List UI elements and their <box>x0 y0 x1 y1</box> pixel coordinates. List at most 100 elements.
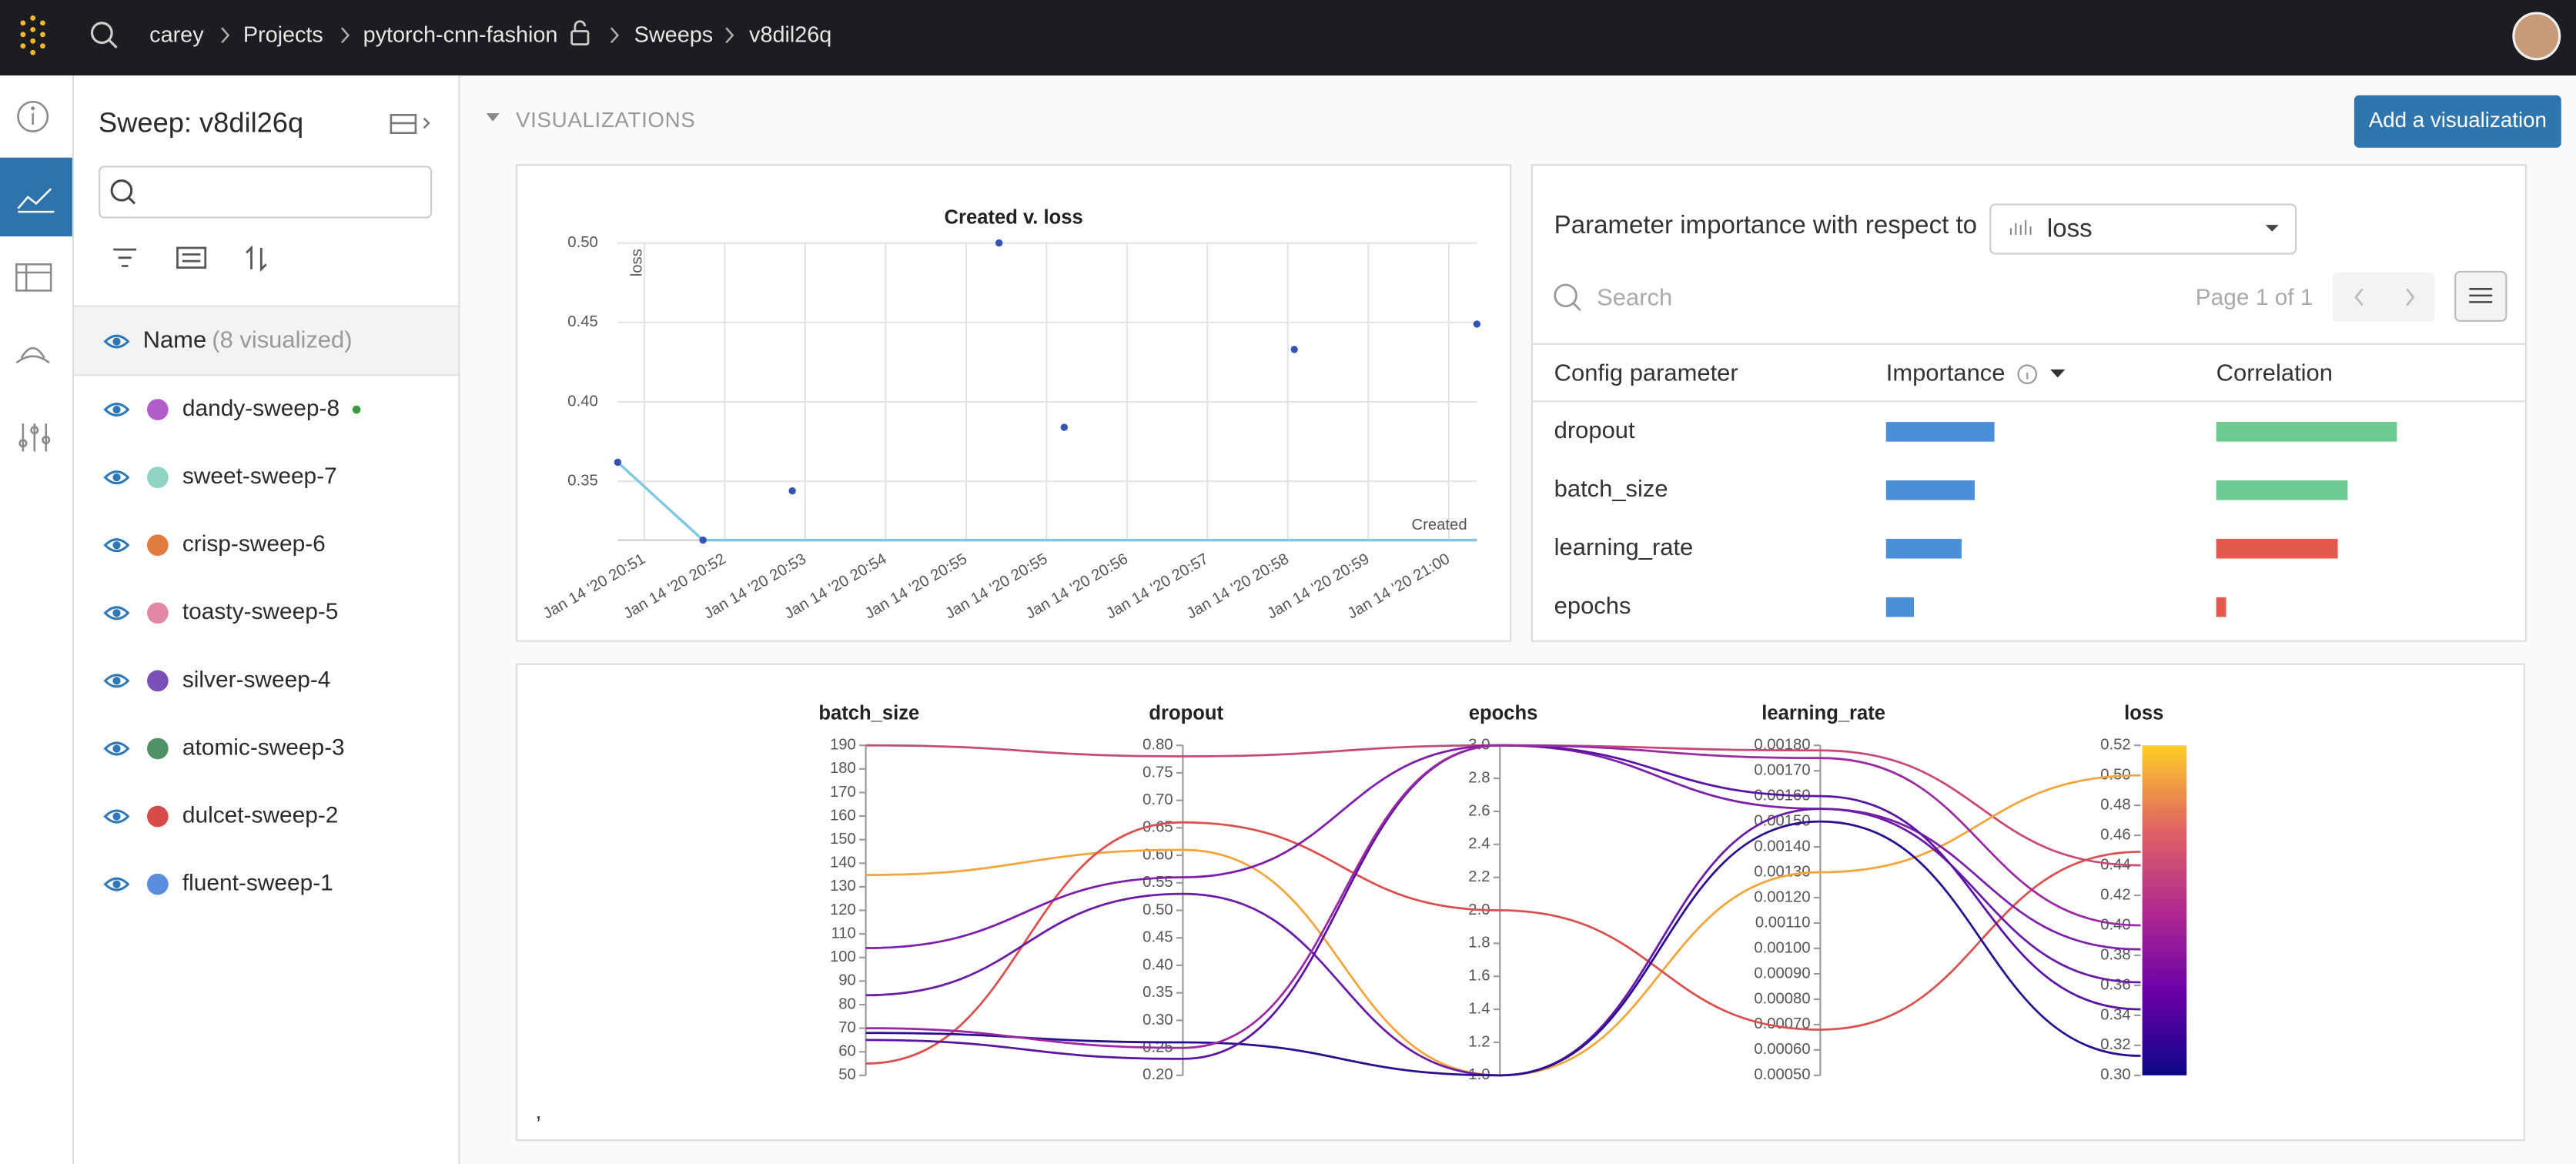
footnote: , <box>536 1099 542 1123</box>
run-color <box>147 806 169 828</box>
tick-label: 0.50 <box>1142 901 1173 918</box>
tick-label: 0.30 <box>1142 1012 1173 1029</box>
parameter-name: learning_rate <box>1554 534 1694 560</box>
tick-label: 110 <box>831 925 855 942</box>
run-search[interactable] <box>99 166 431 217</box>
point <box>788 487 795 494</box>
eye-pupil <box>112 812 120 820</box>
importance-title: Parameter importance with respect to <box>1554 211 1977 239</box>
run-color <box>147 602 169 624</box>
tick-label: 1.6 <box>1468 968 1490 985</box>
param-search[interactable]: Search <box>1597 283 1672 310</box>
point <box>614 459 621 466</box>
avatar[interactable] <box>2514 13 2560 59</box>
run-name[interactable]: fluent-sweep-1 <box>182 871 333 896</box>
tick-label: 0.75 <box>1142 764 1173 781</box>
section-title: VISUALIZATIONS <box>516 108 695 132</box>
importance-bar <box>1886 597 1914 617</box>
tick-label: 0.42 <box>2100 886 2130 903</box>
tick-label: 0.00060 <box>1754 1041 1810 1058</box>
eye-pupil <box>112 473 120 481</box>
loss-colorbar <box>2143 745 2187 1075</box>
column-header: Config parameter <box>1554 359 1738 386</box>
y-tick-label: 0.40 <box>567 393 597 410</box>
tick-label: 0.00170 <box>1754 762 1810 779</box>
collapse-toggle[interactable] <box>487 113 500 122</box>
metric-dropdown[interactable] <box>1990 205 2296 254</box>
parameter-name: dropout <box>1554 416 1635 443</box>
name-note: (8 visualized) <box>212 326 352 353</box>
x-axis-label: Created <box>1412 517 1467 534</box>
axis-title: loss <box>2124 702 2163 724</box>
tick-label: 2.8 <box>1468 769 1490 786</box>
point <box>1061 423 1068 430</box>
y-tick-label: 0.45 <box>567 313 597 330</box>
charts-tab[interactable] <box>0 158 72 236</box>
tick-label: 0.00050 <box>1754 1066 1810 1083</box>
run-color <box>147 874 169 895</box>
tick-label: 0.40 <box>1142 956 1173 973</box>
run-name[interactable]: silver-sweep-4 <box>182 667 331 692</box>
y-tick-label: 0.35 <box>567 473 597 490</box>
tick-label: 0.00140 <box>1754 838 1810 855</box>
eye-pupil <box>112 541 120 549</box>
tick-label: 150 <box>830 831 856 848</box>
chart-title: Created v. loss <box>945 206 1083 228</box>
correlation-bar <box>2216 422 2397 442</box>
running-indicator <box>353 406 361 414</box>
tick-label: 0.55 <box>1142 874 1173 891</box>
run-name[interactable]: sweet-sweep-7 <box>182 463 337 489</box>
metric-value: loss <box>2047 214 2093 242</box>
add-visualization-label: Add a visualization <box>2369 108 2547 132</box>
tick-label: 180 <box>830 760 856 777</box>
breadcrumb[interactable]: carey <box>149 23 204 48</box>
run-name[interactable]: dulcet-sweep-2 <box>182 802 339 828</box>
tick-label: 0.46 <box>2100 826 2130 843</box>
tick-label: 90 <box>838 972 856 989</box>
tick-label: 2.2 <box>1468 868 1490 885</box>
tick-label: 0.00120 <box>1754 888 1810 905</box>
tick-label: 0.00080 <box>1754 990 1810 1007</box>
axis-title: batch_size <box>818 702 919 724</box>
run-name[interactable]: dandy-sweep-8 <box>182 396 340 421</box>
eye-pupil <box>112 337 120 345</box>
tick-label: 190 <box>830 737 856 754</box>
tick-label: 0.00090 <box>1754 965 1810 982</box>
breadcrumb[interactable]: Sweeps <box>634 23 713 48</box>
tick-label: 120 <box>830 901 856 918</box>
run-name[interactable]: crisp-sweep-6 <box>182 531 326 557</box>
point <box>1290 346 1297 353</box>
pager[interactable] <box>2333 273 2434 322</box>
tick-label: 0.20 <box>1142 1066 1173 1083</box>
tick-label: 1.2 <box>1468 1033 1490 1050</box>
name-header[interactable]: Name <box>143 326 207 353</box>
eye-pupil <box>112 406 120 413</box>
axis-title: dropout <box>1149 702 1223 724</box>
breadcrumb[interactable]: v8dil26q <box>749 23 831 48</box>
run-name[interactable]: toasty-sweep-5 <box>182 599 339 624</box>
importance-bar <box>1886 539 1962 559</box>
run-color <box>147 671 169 692</box>
breadcrumb[interactable]: Projects <box>243 23 323 48</box>
column-header[interactable]: Correlation <box>2216 359 2333 386</box>
column-header[interactable]: Importance <box>1886 359 2006 386</box>
point <box>699 537 706 544</box>
tick-label: 0.80 <box>1142 737 1173 754</box>
tick-label: 1.8 <box>1468 935 1490 952</box>
tick-label: 140 <box>830 855 856 871</box>
tick-label: 0.35 <box>1142 984 1173 1001</box>
axis-title: epochs <box>1469 702 1538 724</box>
axis-title: learning_rate <box>1761 702 1885 724</box>
breadcrumb[interactable]: pytorch-cnn-fashion <box>363 23 558 48</box>
correlation-bar <box>2216 597 2226 617</box>
run-color <box>147 534 169 556</box>
point <box>1474 320 1480 327</box>
tick-label: 160 <box>830 807 856 824</box>
tick-label: 0.00100 <box>1754 939 1810 956</box>
run-name[interactable]: atomic-sweep-3 <box>182 734 345 760</box>
eye-pupil <box>112 677 120 684</box>
sweep-title: Sweep: v8dil26q <box>99 107 303 139</box>
tick-label: 0.52 <box>2100 737 2130 754</box>
run-color <box>147 738 169 760</box>
tick-label: 70 <box>838 1019 856 1036</box>
